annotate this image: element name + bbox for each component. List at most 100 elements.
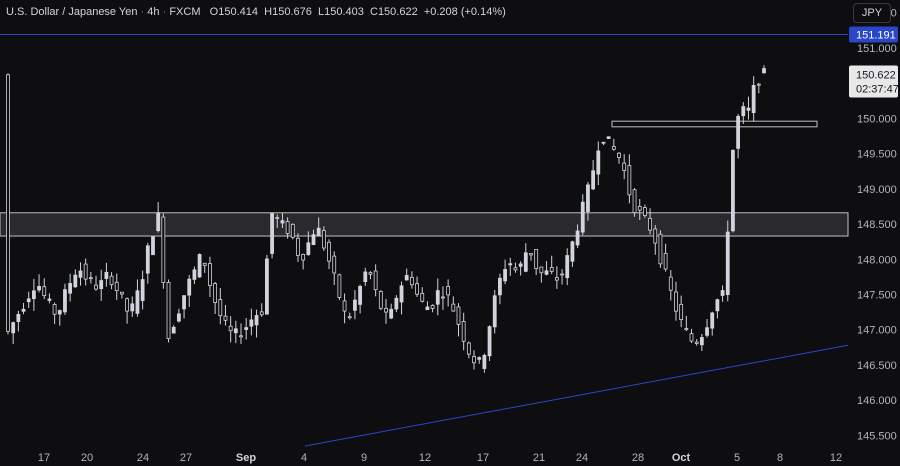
candle-body <box>508 263 513 266</box>
y-tick-label: 151.000 <box>857 43 897 55</box>
symbol-name[interactable]: U.S. Dollar / Japanese Yen <box>6 6 138 18</box>
candle-body <box>451 303 456 312</box>
candle-body <box>648 217 652 231</box>
candle-body <box>575 230 580 246</box>
candle-body <box>130 303 135 312</box>
candle-body <box>37 286 41 291</box>
candle-body <box>715 299 720 312</box>
interval-label[interactable]: 4h <box>147 6 160 18</box>
candle-body <box>404 275 409 281</box>
candle-body <box>570 241 575 262</box>
x-tick-label: 12 <box>419 452 431 464</box>
candle-body <box>513 267 518 271</box>
candle-body <box>228 325 233 332</box>
x-tick-label: 12 <box>830 452 842 464</box>
candle-body <box>265 258 269 315</box>
candle-body <box>710 312 715 329</box>
candle-body <box>99 280 104 290</box>
candle-body <box>213 283 218 303</box>
candle-body <box>161 216 166 283</box>
horizontal-line-price-label: 151.191 <box>856 29 896 41</box>
candle-body <box>611 146 616 150</box>
candle-body <box>725 231 730 295</box>
last-price-tag <box>849 65 898 98</box>
candle-body <box>83 263 88 280</box>
candle-body <box>580 201 585 233</box>
x-tick-label: Sep <box>236 452 256 464</box>
candle-body <box>689 333 694 342</box>
candle-body <box>565 255 570 278</box>
candle-body <box>363 271 368 283</box>
candle-body <box>21 308 26 312</box>
candle-body <box>244 327 249 330</box>
currency-button[interactable]: JPY <box>853 3 891 23</box>
candle-body <box>632 189 637 213</box>
candle-body <box>518 263 523 267</box>
candle-body <box>523 252 528 272</box>
candle-body <box>254 315 259 326</box>
low-value: 150.403 <box>324 6 364 18</box>
candle-body <box>192 269 197 280</box>
close-value: 150.622 <box>377 6 418 18</box>
open-label: O <box>209 6 219 18</box>
candle-body <box>239 335 243 338</box>
candle-body <box>249 319 254 327</box>
candle-body <box>208 263 212 286</box>
candle-body <box>301 253 306 261</box>
x-tick-label: 24 <box>576 452 588 464</box>
candle-body <box>52 304 57 315</box>
candle-body <box>104 271 109 279</box>
y-tick-label: 147.000 <box>857 325 897 337</box>
candle-body <box>166 282 171 340</box>
close-label: C <box>369 6 378 18</box>
candle-body <box>503 269 507 282</box>
candle-body <box>741 106 746 117</box>
candle-body <box>466 342 471 355</box>
candle-body <box>606 136 611 139</box>
candle-body <box>88 277 93 280</box>
x-tick-label: 5 <box>734 452 740 464</box>
candle-body <box>368 272 373 275</box>
candle-body <box>668 276 673 291</box>
y-tick-label: 150.000 <box>857 113 897 125</box>
x-tick-label: 8 <box>777 452 783 464</box>
candle-body <box>285 221 290 234</box>
candle-body <box>156 212 161 232</box>
candle-body <box>259 311 264 316</box>
candle-body <box>529 253 533 256</box>
candle-body <box>114 281 119 291</box>
x-tick-label: 20 <box>81 452 93 464</box>
candle-body <box>306 242 311 255</box>
candle-body <box>441 296 445 299</box>
y-tick-label: 146.000 <box>857 395 897 407</box>
candle-body <box>549 267 554 272</box>
candle-body <box>353 299 357 311</box>
candle-body <box>751 85 756 114</box>
horizontal-line-price-tag <box>849 26 898 43</box>
candle-body <box>120 291 124 295</box>
x-tick-label: 17 <box>477 452 489 464</box>
candle-body <box>544 270 549 275</box>
candle-body <box>337 274 342 298</box>
x-tick-label: 21 <box>533 452 545 464</box>
candle-body <box>720 290 725 296</box>
candle-body <box>182 295 186 310</box>
candle-body <box>456 306 461 325</box>
candle-body <box>16 314 21 322</box>
candle-body <box>627 165 632 196</box>
candle-body <box>109 275 114 286</box>
breakout-zone <box>611 120 818 128</box>
candle-body <box>68 283 73 294</box>
candle-body <box>694 341 699 344</box>
candle-body <box>151 236 155 256</box>
candle-body <box>684 328 689 331</box>
candle-body <box>705 327 709 336</box>
candle-body <box>42 286 47 297</box>
candle-body <box>492 295 497 328</box>
candle-body <box>679 303 684 320</box>
candle-body <box>472 356 476 364</box>
candle-body <box>399 285 404 303</box>
open-value: 150.414 <box>218 6 258 18</box>
candle-body <box>498 277 502 296</box>
